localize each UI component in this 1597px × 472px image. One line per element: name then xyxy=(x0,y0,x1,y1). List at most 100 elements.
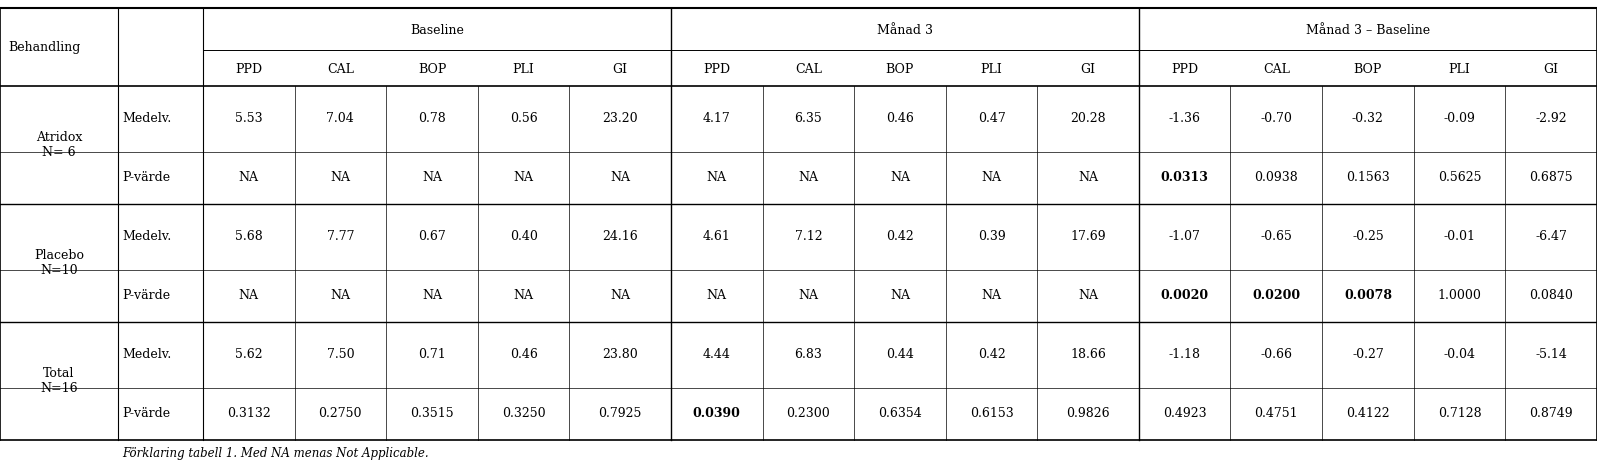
Text: 0.78: 0.78 xyxy=(418,112,446,126)
Text: -1.07: -1.07 xyxy=(1169,230,1201,244)
Text: 0.0078: 0.0078 xyxy=(1345,289,1393,303)
Text: 0.67: 0.67 xyxy=(418,230,446,244)
Text: 0.46: 0.46 xyxy=(509,348,538,362)
Text: -0.66: -0.66 xyxy=(1260,348,1292,362)
Text: NA: NA xyxy=(982,289,1001,303)
Text: NA: NA xyxy=(707,171,727,185)
Text: 18.66: 18.66 xyxy=(1070,348,1107,362)
Text: NA: NA xyxy=(422,171,442,185)
Text: NA: NA xyxy=(514,289,533,303)
Text: P-värde: P-värde xyxy=(123,171,171,185)
Text: 0.6354: 0.6354 xyxy=(878,407,921,421)
Text: 0.39: 0.39 xyxy=(977,230,1006,244)
Text: 4.44: 4.44 xyxy=(703,348,730,362)
Text: 0.1563: 0.1563 xyxy=(1346,171,1389,185)
Text: 17.69: 17.69 xyxy=(1070,230,1107,244)
Text: NA: NA xyxy=(1078,289,1099,303)
Text: 7.77: 7.77 xyxy=(327,230,355,244)
Text: Månad 3 – Baseline: Månad 3 – Baseline xyxy=(1306,25,1429,37)
Text: NA: NA xyxy=(610,171,631,185)
Text: Baseline: Baseline xyxy=(410,25,463,37)
Text: 0.9826: 0.9826 xyxy=(1067,407,1110,421)
Text: CAL: CAL xyxy=(327,64,355,76)
Text: NA: NA xyxy=(982,171,1001,185)
Text: GI: GI xyxy=(613,64,628,76)
Text: 0.40: 0.40 xyxy=(509,230,538,244)
Text: NA: NA xyxy=(331,171,350,185)
Text: Förklaring tabell 1. Med NA menas Not Applicable.: Förklaring tabell 1. Med NA menas Not Ap… xyxy=(123,447,430,460)
Text: PPD: PPD xyxy=(235,64,262,76)
Text: 0.4923: 0.4923 xyxy=(1163,407,1206,421)
Text: Atridox
N= 6: Atridox N= 6 xyxy=(35,131,81,159)
Text: 0.42: 0.42 xyxy=(886,230,913,244)
Text: 0.8749: 0.8749 xyxy=(1530,407,1573,421)
Text: 0.2300: 0.2300 xyxy=(786,407,830,421)
Text: -1.18: -1.18 xyxy=(1169,348,1201,362)
Text: 0.3132: 0.3132 xyxy=(227,407,270,421)
Text: -1.36: -1.36 xyxy=(1169,112,1201,126)
Text: NA: NA xyxy=(890,171,910,185)
Text: -0.65: -0.65 xyxy=(1260,230,1292,244)
Text: 0.6153: 0.6153 xyxy=(969,407,1014,421)
Text: 6.83: 6.83 xyxy=(794,348,822,362)
Text: Placebo
N=10: Placebo N=10 xyxy=(34,249,85,277)
Text: NA: NA xyxy=(798,171,818,185)
Text: NA: NA xyxy=(238,171,259,185)
Text: CAL: CAL xyxy=(1263,64,1290,76)
Text: NA: NA xyxy=(890,289,910,303)
Text: 0.7128: 0.7128 xyxy=(1437,407,1482,421)
Text: 23.80: 23.80 xyxy=(602,348,639,362)
Text: -0.25: -0.25 xyxy=(1353,230,1383,244)
Text: Total
N=16: Total N=16 xyxy=(40,367,78,395)
Text: 23.20: 23.20 xyxy=(602,112,637,126)
Text: -0.04: -0.04 xyxy=(1444,348,1476,362)
Text: 7.04: 7.04 xyxy=(326,112,355,126)
Text: CAL: CAL xyxy=(795,64,822,76)
Text: -6.47: -6.47 xyxy=(1535,230,1567,244)
Text: Månad 3: Månad 3 xyxy=(877,25,933,37)
Text: 7.12: 7.12 xyxy=(794,230,822,244)
Text: -0.70: -0.70 xyxy=(1260,112,1292,126)
Text: Medelv.: Medelv. xyxy=(123,112,172,126)
Text: PLI: PLI xyxy=(513,64,535,76)
Text: 7.50: 7.50 xyxy=(326,348,355,362)
Text: -0.09: -0.09 xyxy=(1444,112,1476,126)
Text: 5.62: 5.62 xyxy=(235,348,262,362)
Text: NA: NA xyxy=(422,289,442,303)
Text: 5.53: 5.53 xyxy=(235,112,262,126)
Text: 24.16: 24.16 xyxy=(602,230,639,244)
Text: NA: NA xyxy=(331,289,350,303)
Text: 0.0938: 0.0938 xyxy=(1254,171,1298,185)
Text: GI: GI xyxy=(1081,64,1096,76)
Text: -0.32: -0.32 xyxy=(1353,112,1385,126)
Text: P-värde: P-värde xyxy=(123,407,171,421)
Text: 0.0020: 0.0020 xyxy=(1161,289,1209,303)
Text: 0.6875: 0.6875 xyxy=(1530,171,1573,185)
Text: PPD: PPD xyxy=(1171,64,1198,76)
Text: 0.47: 0.47 xyxy=(977,112,1006,126)
Text: 0.71: 0.71 xyxy=(418,348,446,362)
Text: 0.44: 0.44 xyxy=(886,348,913,362)
Text: -0.27: -0.27 xyxy=(1353,348,1383,362)
Text: NA: NA xyxy=(798,289,818,303)
Text: PLI: PLI xyxy=(981,64,1003,76)
Text: 0.4122: 0.4122 xyxy=(1346,407,1389,421)
Text: 4.61: 4.61 xyxy=(703,230,730,244)
Text: 5.68: 5.68 xyxy=(235,230,262,244)
Text: 4.17: 4.17 xyxy=(703,112,730,126)
Text: 0.56: 0.56 xyxy=(509,112,538,126)
Text: -5.14: -5.14 xyxy=(1535,348,1567,362)
Text: BOP: BOP xyxy=(886,64,913,76)
Text: 0.3250: 0.3250 xyxy=(501,407,546,421)
Text: 20.28: 20.28 xyxy=(1070,112,1107,126)
Text: 0.5625: 0.5625 xyxy=(1437,171,1482,185)
Text: PLI: PLI xyxy=(1448,64,1471,76)
Text: 6.35: 6.35 xyxy=(794,112,822,126)
Text: -2.92: -2.92 xyxy=(1535,112,1567,126)
Text: 1.0000: 1.0000 xyxy=(1437,289,1482,303)
Text: GI: GI xyxy=(1544,64,1559,76)
Text: 0.0313: 0.0313 xyxy=(1161,171,1209,185)
Text: 0.3515: 0.3515 xyxy=(410,407,454,421)
Text: NA: NA xyxy=(238,289,259,303)
Text: BOP: BOP xyxy=(418,64,446,76)
